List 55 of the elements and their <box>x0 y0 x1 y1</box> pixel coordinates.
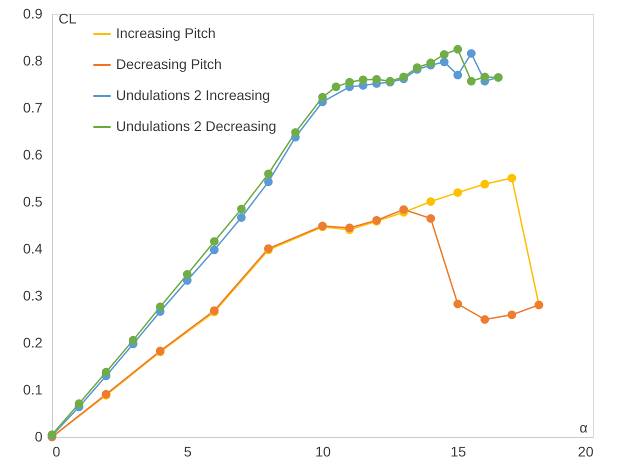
point <box>264 169 273 178</box>
y-tick-label: 0.8 <box>23 52 43 68</box>
point <box>440 58 449 66</box>
x-tick-label: 15 <box>450 444 466 460</box>
point <box>399 205 408 214</box>
y-tick-label: 0.6 <box>23 146 43 162</box>
point <box>453 44 462 54</box>
x-tick-label: 20 <box>578 444 594 460</box>
x-tick-label: 10 <box>315 444 331 460</box>
point <box>480 315 490 324</box>
x-axis-title: α <box>579 420 588 436</box>
y-tick-label: 0.1 <box>23 382 43 398</box>
y-tick-label: 0.2 <box>23 334 43 350</box>
y-axis-title: CL <box>58 10 77 26</box>
point <box>372 75 381 84</box>
x-tick-label: 0 <box>52 444 60 460</box>
point <box>74 399 84 408</box>
point <box>210 237 219 246</box>
point <box>210 246 219 254</box>
point <box>264 177 273 186</box>
point <box>508 310 516 320</box>
y-tick-label: 0.3 <box>23 288 43 304</box>
point <box>102 368 110 376</box>
point <box>426 214 436 223</box>
legend-label: Decreasing Pitch <box>116 56 222 72</box>
x-tick-label: 5 <box>184 444 192 460</box>
y-tick-label: 0.5 <box>23 194 43 210</box>
y-tick-label: 0.4 <box>23 240 43 256</box>
point <box>440 50 449 59</box>
point <box>318 92 327 102</box>
point <box>453 70 462 80</box>
point <box>291 128 300 137</box>
point <box>453 300 462 308</box>
point <box>466 76 476 86</box>
point <box>426 58 436 68</box>
point <box>128 336 138 344</box>
point <box>345 78 354 86</box>
legend-label: Undulations 2 Decreasing <box>116 118 276 134</box>
legend-label: Undulations 2 Increasing <box>116 87 270 103</box>
point <box>508 174 516 182</box>
point <box>332 82 340 92</box>
point <box>453 188 462 197</box>
y-tick-label: 0 <box>34 428 43 444</box>
point <box>466 49 476 58</box>
point <box>480 180 490 188</box>
y-tick-label: 0.7 <box>23 100 43 116</box>
point <box>237 204 246 214</box>
point <box>237 213 246 222</box>
legend-label: Increasing Pitch <box>116 25 216 41</box>
point <box>480 72 490 82</box>
point <box>426 197 436 206</box>
point <box>182 270 192 279</box>
point <box>156 302 165 312</box>
point <box>358 75 368 84</box>
y-tick-label: 0.9 <box>23 6 43 22</box>
